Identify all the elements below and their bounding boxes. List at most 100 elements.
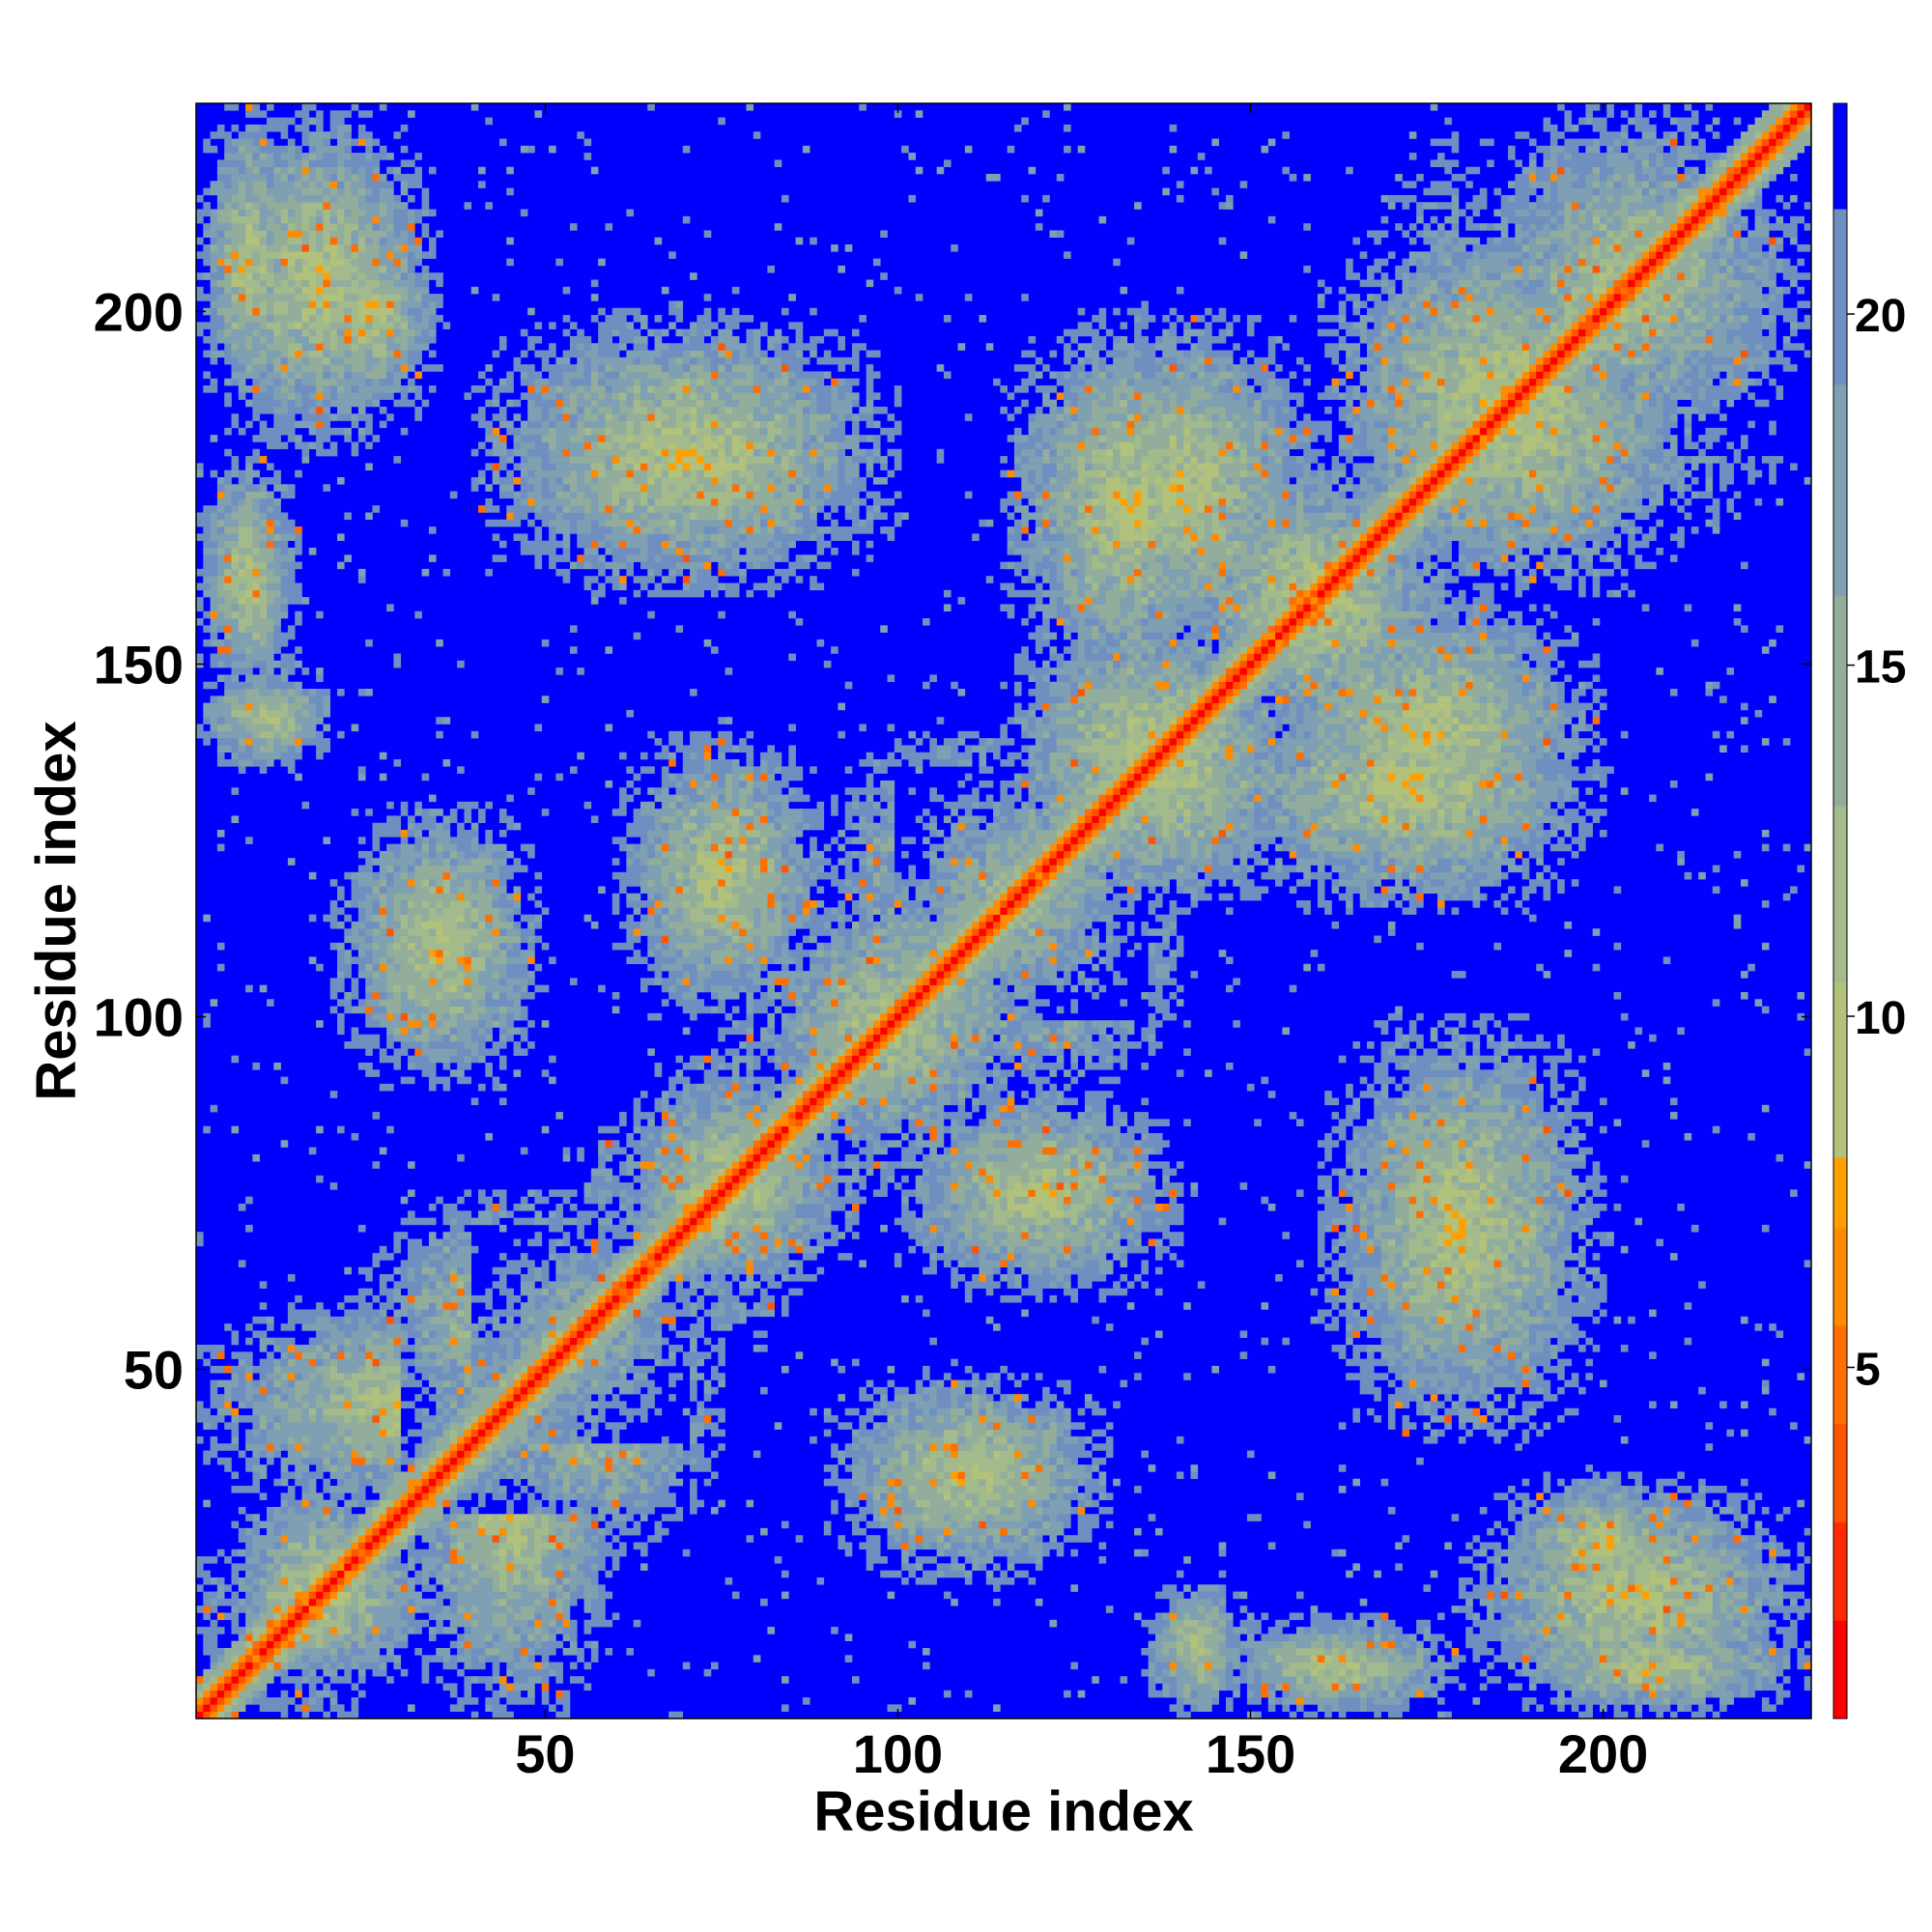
heatmap-cell (513, 1386, 522, 1395)
heatmap-cell (541, 1478, 550, 1487)
heatmap-cell (1028, 1478, 1037, 1487)
heatmap-cell (1267, 1683, 1276, 1691)
heatmap-cell (1769, 1598, 1784, 1606)
heatmap-cell (1528, 1407, 1537, 1416)
heatmap-cell (357, 1527, 366, 1536)
heatmap-cell (633, 1450, 641, 1459)
heatmap-cell (654, 1330, 663, 1339)
heatmap-cell (1578, 1274, 1586, 1282)
heatmap-cell (647, 1245, 655, 1254)
heatmap-cell (421, 1281, 430, 1289)
heatmap-cell (329, 1345, 338, 1352)
heatmap-cell (577, 1514, 592, 1521)
heatmap-cell (951, 1281, 958, 1289)
heatmap-cell (577, 1337, 584, 1346)
heatmap-cell (1776, 1584, 1784, 1592)
heatmap-cell (1599, 1640, 1622, 1649)
heatmap-cell (428, 1394, 443, 1402)
heatmap-cell (1571, 1542, 1586, 1550)
heatmap-cell (590, 1337, 599, 1346)
heatmap-cell (196, 1676, 204, 1684)
heatmap-cell (273, 1443, 281, 1451)
heatmap-cell (1656, 1662, 1671, 1670)
heatmap-cell (1402, 1253, 1410, 1261)
heatmap-cell (1134, 1548, 1142, 1557)
heatmap-cell (923, 1542, 930, 1550)
heatmap-cell (590, 1429, 599, 1437)
heatmap-cell (1684, 1556, 1692, 1564)
heatmap-cell (224, 1394, 232, 1402)
heatmap-cell (1705, 1422, 1714, 1430)
heatmap-cell (577, 1443, 584, 1451)
heatmap-cell (245, 1634, 253, 1641)
heatmap-cell (464, 1605, 472, 1613)
heatmap-cell (1776, 1627, 1798, 1634)
heatmap-cell (513, 1330, 522, 1339)
heatmap-cell (993, 1704, 1001, 1712)
heatmap-cell (470, 1486, 486, 1493)
heatmap-cell (1479, 1316, 1488, 1324)
heatmap-cell (372, 1499, 381, 1508)
heatmap-cell (1606, 1486, 1622, 1493)
heatmap-cell (590, 1274, 599, 1282)
heatmap-cell (1705, 1619, 1720, 1628)
heatmap-cell (1515, 1323, 1522, 1331)
heatmap-cell (1430, 1351, 1438, 1359)
heatmap-cell (1064, 1535, 1093, 1543)
heatmap-cell (598, 1514, 606, 1521)
heatmap-cell (1021, 1535, 1029, 1543)
heatmap-cell (633, 1288, 641, 1296)
heatmap-cell (654, 1266, 663, 1275)
heatmap-cell (1007, 1394, 1015, 1402)
heatmap-cell (287, 1640, 296, 1649)
heatmap-cell (1564, 1323, 1579, 1331)
heatmap-cell (252, 1316, 268, 1324)
heatmap-cell (1049, 1514, 1058, 1521)
heatmap-cell (1367, 1238, 1375, 1247)
heatmap-cell (1000, 1238, 1029, 1247)
heatmap-cell (1338, 1422, 1347, 1430)
heatmap-cell (1035, 1422, 1043, 1430)
heatmap-cell (1205, 1612, 1219, 1621)
heatmap-cell (231, 1697, 240, 1705)
heatmap-cell (287, 1619, 296, 1628)
heatmap-cell (534, 1464, 543, 1472)
heatmap-cell (1380, 1253, 1389, 1261)
heatmap-cell (372, 1294, 381, 1303)
heatmap-cell (549, 1358, 556, 1367)
heatmap-cell (774, 1556, 782, 1564)
heatmap-cell (1035, 1598, 1043, 1606)
heatmap-cell (611, 1337, 620, 1346)
heatmap-cell (1479, 1415, 1488, 1423)
heatmap-cell (908, 1697, 917, 1705)
heatmap-cell (1176, 1662, 1184, 1670)
heatmap-cell (1303, 1697, 1340, 1705)
heatmap-cell (372, 1330, 381, 1339)
heatmap-cell (549, 1486, 563, 1493)
heatmap-cell (245, 1379, 253, 1388)
heatmap-cell (252, 1697, 296, 1705)
heatmap-cell (1338, 1711, 1347, 1719)
heatmap-cell (224, 1711, 232, 1719)
heatmap-cell (1634, 1647, 1643, 1656)
heatmap-cell (1042, 1548, 1050, 1557)
heatmap-cell (203, 1591, 218, 1600)
heatmap-cell (527, 1676, 543, 1684)
heatmap-cell (1261, 1302, 1269, 1310)
heatmap-cell (534, 1422, 543, 1430)
heatmap-cell (661, 1337, 669, 1346)
heatmap-cell (972, 1563, 980, 1571)
heatmap-cell (731, 1591, 740, 1600)
heatmap-cell (1508, 1358, 1516, 1367)
heatmap-cell (323, 1591, 331, 1600)
heatmap-cell (1571, 1556, 1579, 1564)
heatmap-cell (295, 1640, 317, 1649)
heatmap-cell (1669, 1612, 1678, 1621)
heatmap-cell (957, 1520, 973, 1529)
heatmap-cell (372, 1668, 387, 1677)
heatmap-cell (626, 1351, 634, 1359)
heatmap-cell (639, 1294, 655, 1303)
heatmap-cell (993, 1429, 1037, 1437)
heatmap-cell (280, 1527, 310, 1536)
heatmap-cell (344, 1668, 352, 1677)
